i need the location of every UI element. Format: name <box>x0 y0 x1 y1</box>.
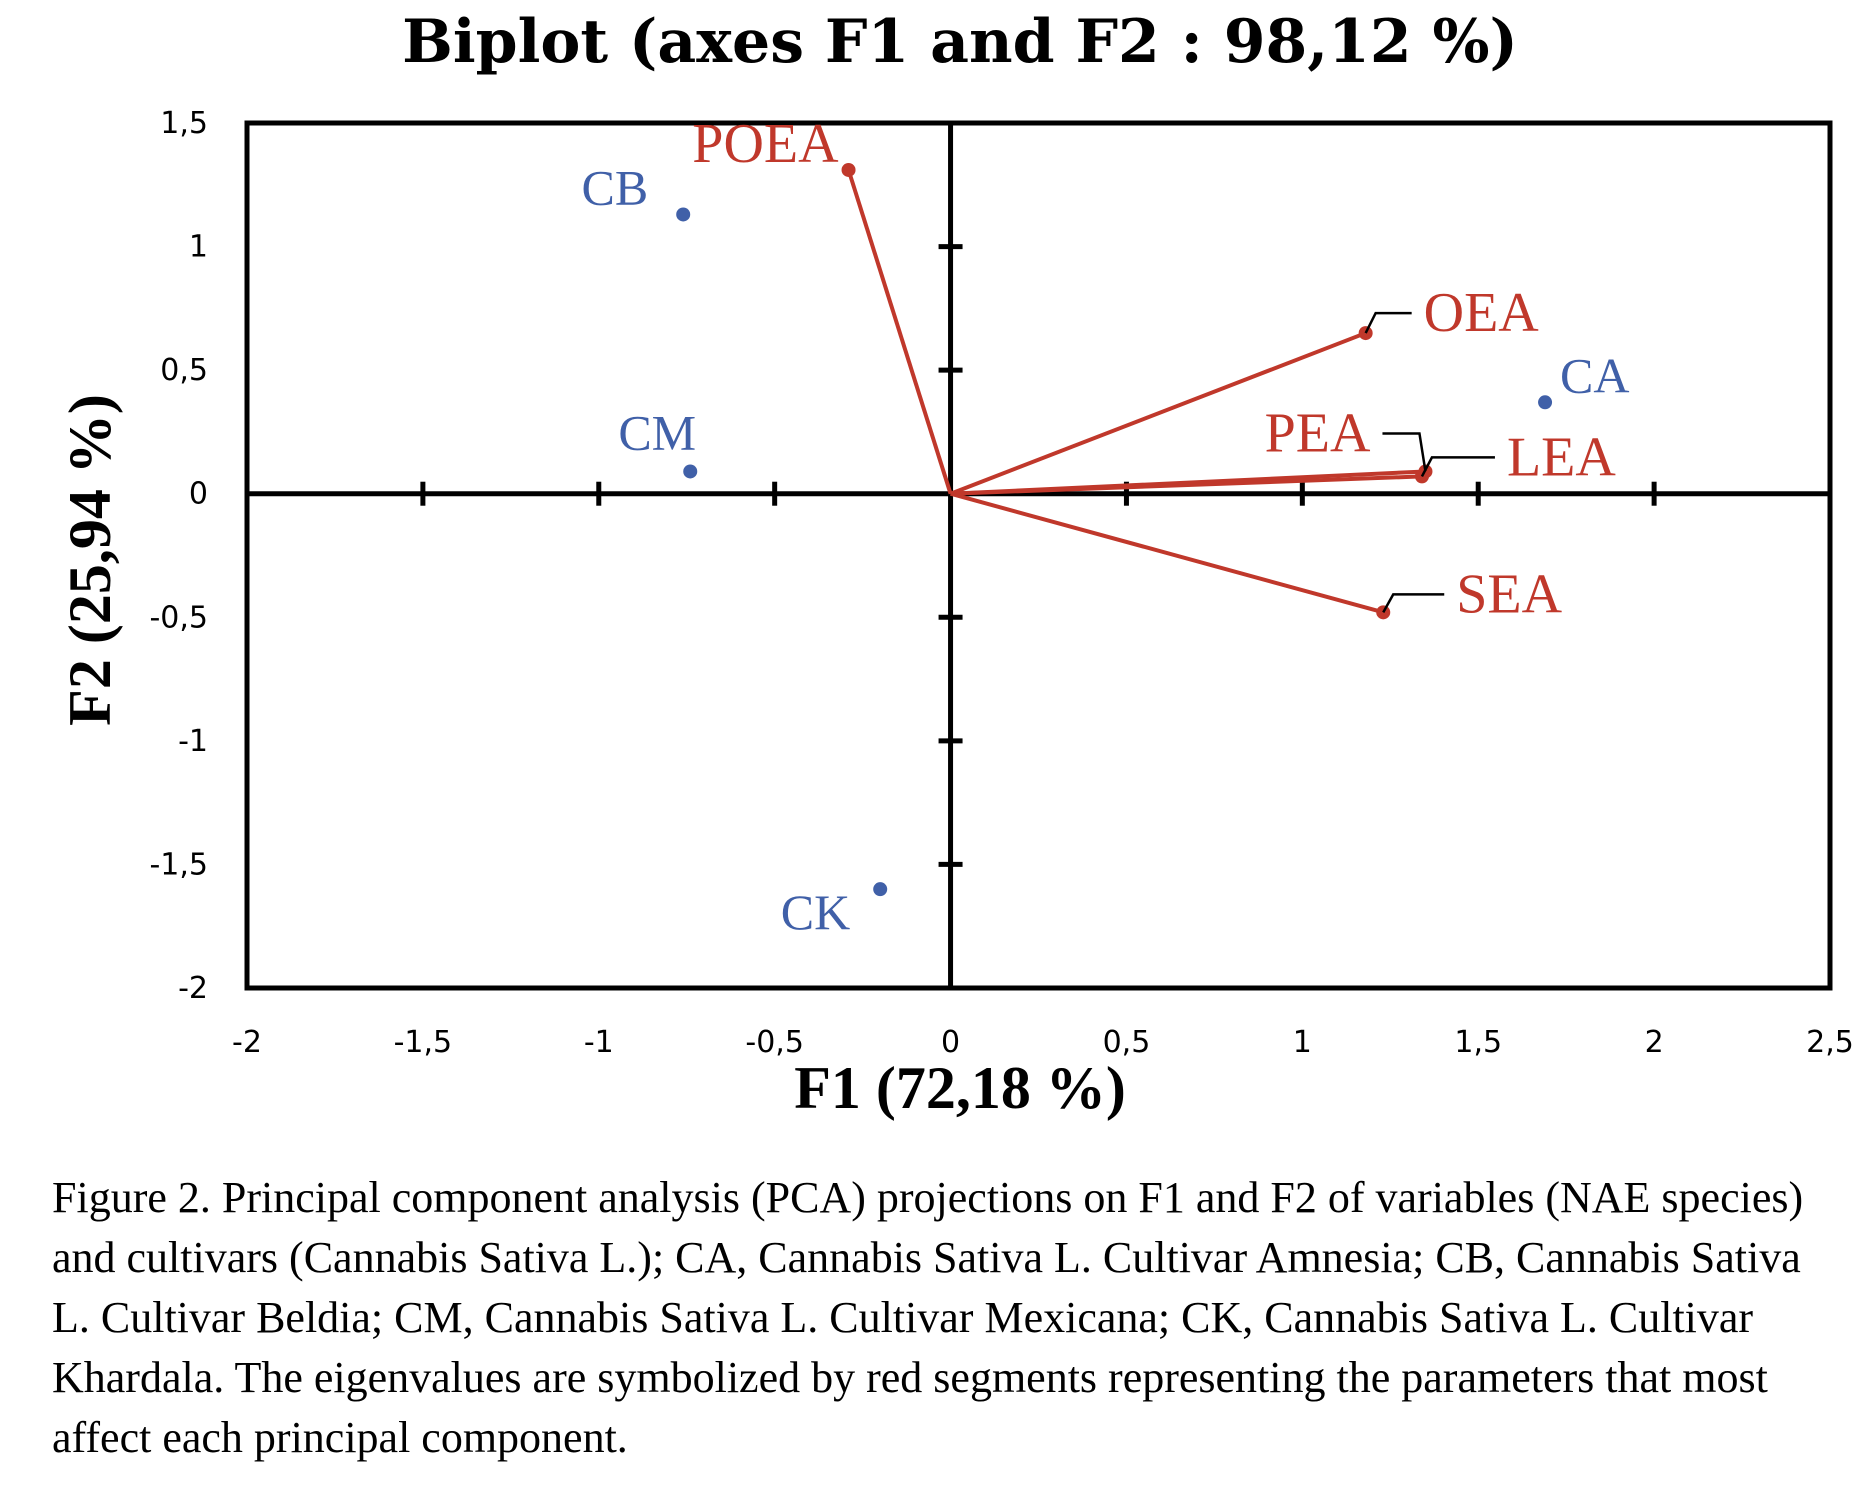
variable-vector <box>950 491 1384 615</box>
variable-label: SEA <box>1456 563 1562 625</box>
chart-title: Biplot (axes F1 and F2 : 98,12 %) <box>402 7 1518 77</box>
x-tick-label: -1 <box>584 1025 614 1060</box>
x-tick-label: -0,5 <box>745 1025 804 1060</box>
x-tick-label: 2 <box>1645 1025 1664 1060</box>
x-tick-label: -2 <box>232 1025 262 1060</box>
observation-point <box>676 207 691 222</box>
x-tick-label: 1 <box>1293 1025 1312 1060</box>
x-tick-label: 0 <box>941 1025 960 1060</box>
observation-label: CB <box>582 159 649 215</box>
x-axis-title: F1 (72,18 %) <box>794 1055 1126 1121</box>
variable-vector <box>950 474 1423 496</box>
label-leader-line <box>1364 311 1412 334</box>
label-leader-line <box>1420 456 1495 477</box>
y-tick-label: -2 <box>178 971 208 1006</box>
y-tick-label: -1,5 <box>149 847 208 882</box>
variable-label: POEA <box>692 113 839 175</box>
x-tick-label: -1,5 <box>394 1025 453 1060</box>
variable-point <box>841 162 856 177</box>
variable-label: OEA <box>1424 282 1540 344</box>
figure-caption: Figure 2. Principal component analysis (… <box>52 1173 1804 1462</box>
observation-label: CA <box>1560 347 1629 403</box>
y-tick-label: 0,5 <box>160 353 208 388</box>
variable-label: LEA <box>1507 426 1616 488</box>
observation-label: CM <box>618 404 696 460</box>
variable-vector <box>949 331 1367 496</box>
plot-area: -2 -1,5 -1 -0,5 0 0,5 1 1,5 2 2,5 -2 -1,5 -1 -0,5 0 0,5… <box>149 106 1853 1060</box>
variable-vector <box>846 169 953 495</box>
y-tick-label: -0,5 <box>149 600 208 635</box>
plot-frame <box>244 120 1833 991</box>
label-leader-line <box>1382 593 1445 613</box>
observation-point <box>683 464 698 479</box>
biplot-chart: Biplot (axes F1 and F2 : 98,12 %) -2 -1,5… <box>57 7 1854 1121</box>
variable-label: PEA <box>1265 402 1371 464</box>
y-axis-title: F2 (25,94 %) <box>57 394 123 726</box>
label-leader-line <box>1382 432 1427 472</box>
y-tick-label: -1 <box>178 724 208 759</box>
x-tick-label: 1,5 <box>1454 1025 1502 1060</box>
observation-label: CK <box>781 884 850 940</box>
x-tick-label: 0,5 <box>1103 1025 1151 1060</box>
y-tick-label: 1 <box>189 230 208 265</box>
observation-point <box>1538 395 1553 410</box>
y-tick-label: 0 <box>189 477 208 512</box>
observation-point <box>873 882 888 897</box>
x-tick-label: 2,5 <box>1806 1025 1854 1060</box>
y-tick-label: 1,5 <box>160 106 208 141</box>
